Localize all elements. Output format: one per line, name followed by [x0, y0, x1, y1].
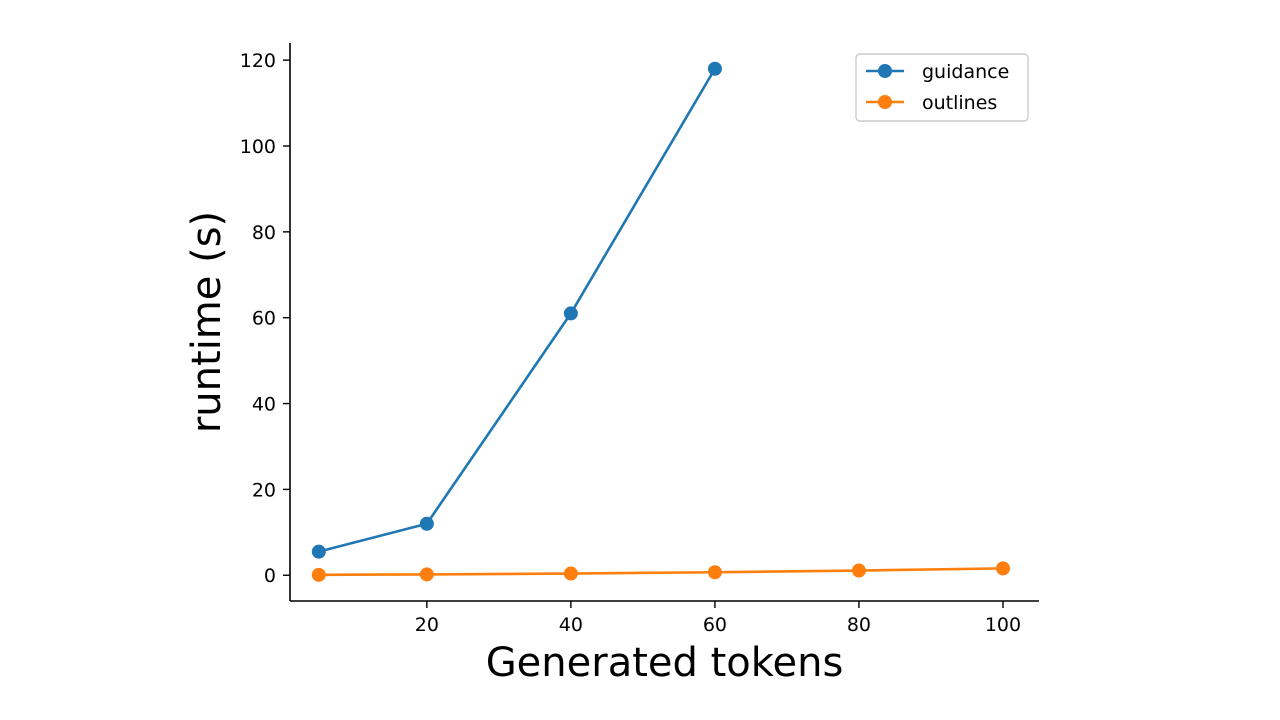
- data-point: [311, 567, 326, 582]
- x-tick-label: 20: [415, 614, 439, 636]
- series-line: [318, 68, 717, 553]
- y-tick-label: 40: [252, 394, 276, 416]
- data-point: [419, 567, 434, 582]
- legend-label: guidance: [922, 61, 1009, 83]
- legend-item-outlines: outlines: [866, 92, 997, 114]
- y-tick-label: 0: [264, 565, 276, 587]
- chart-axes: 20 40 60 80 100 0 20 40 60 80 100 120: [240, 43, 1039, 636]
- legend-item-guidance: guidance: [866, 61, 1009, 83]
- data-point: [851, 563, 866, 578]
- data-point: [563, 566, 578, 581]
- data-point: [707, 61, 722, 76]
- y-tick-label: 20: [252, 479, 276, 501]
- x-tick-label: 100: [985, 614, 1021, 636]
- y-tick-label: 100: [240, 136, 276, 158]
- legend-swatch-marker: [878, 95, 892, 109]
- data-point: [419, 516, 434, 531]
- series-line: [318, 567, 1004, 577]
- x-tick-label: 80: [847, 614, 871, 636]
- y-axis-title: runtime (s): [184, 211, 230, 433]
- y-tick-label: 80: [252, 222, 276, 244]
- legend-label: outlines: [922, 92, 997, 114]
- series-guidance: [311, 61, 722, 559]
- legend-swatch-marker: [878, 64, 892, 78]
- x-tick-label: 60: [703, 614, 727, 636]
- data-point: [707, 565, 722, 580]
- x-tick-label: 40: [559, 614, 583, 636]
- series-outlines: [311, 561, 1010, 582]
- x-axis-title: Generated tokens: [486, 640, 844, 686]
- data-point: [563, 306, 578, 321]
- y-tick-label: 120: [240, 50, 276, 72]
- chart-legend: guidance outlines: [855, 53, 1029, 122]
- data-point: [995, 561, 1010, 576]
- y-tick-label: 60: [252, 308, 276, 330]
- data-point: [311, 544, 326, 559]
- chart-series: [311, 61, 1010, 582]
